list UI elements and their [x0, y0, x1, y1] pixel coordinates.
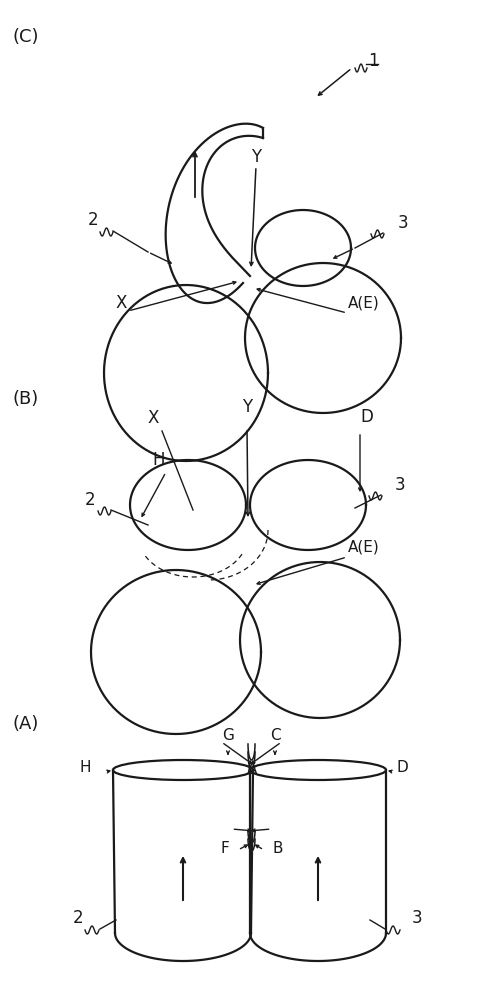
Text: 2: 2	[88, 211, 99, 229]
Text: C: C	[270, 728, 280, 743]
Text: Y: Y	[242, 398, 252, 416]
Text: 2: 2	[85, 491, 96, 509]
Text: G: G	[222, 728, 234, 743]
Text: D: D	[360, 408, 373, 426]
Text: 3: 3	[398, 214, 409, 232]
Text: (C): (C)	[12, 28, 38, 46]
Text: X: X	[115, 294, 126, 312]
Text: A(E): A(E)	[348, 296, 380, 311]
Text: (A): (A)	[12, 715, 38, 733]
Text: D: D	[396, 760, 408, 775]
Text: H: H	[152, 451, 164, 469]
Text: X: X	[148, 409, 159, 427]
Text: H: H	[80, 760, 91, 775]
Text: F: F	[221, 841, 230, 856]
Text: B: B	[273, 841, 283, 856]
Text: E: E	[246, 762, 256, 777]
Text: 3: 3	[395, 476, 406, 494]
Text: Y: Y	[251, 148, 261, 166]
Text: 2: 2	[73, 909, 84, 927]
Text: 3: 3	[412, 909, 423, 927]
Text: (B): (B)	[12, 390, 38, 408]
Text: 1: 1	[368, 52, 378, 70]
Text: A(E): A(E)	[348, 540, 380, 555]
Text: A: A	[247, 762, 257, 777]
